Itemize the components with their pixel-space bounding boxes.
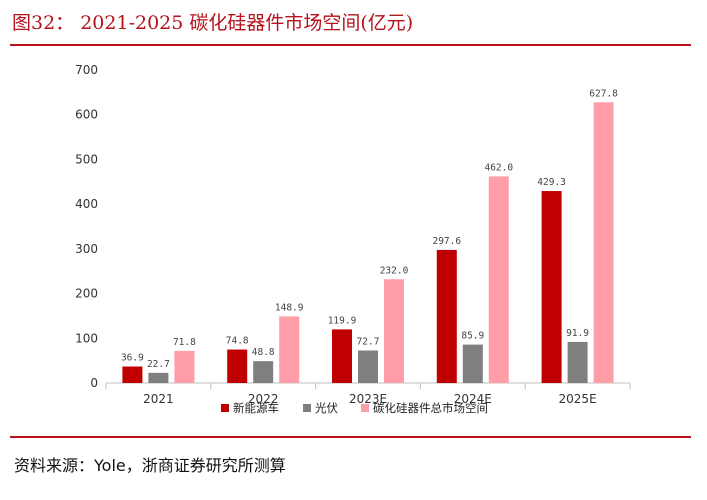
y-tick-label: 0 [90,376,98,390]
bar [462,344,483,383]
bar [253,361,274,383]
bar [227,349,248,383]
x-tick-label: 2021 [143,392,174,406]
data-label: 22.7 [147,359,170,370]
data-label: 72.7 [357,336,380,347]
data-label: 74.8 [226,336,249,347]
y-tick-label: 400 [75,197,98,211]
legend-swatch [221,404,229,412]
x-tick-label: 2022 [248,392,279,406]
bar [488,176,509,383]
bar [358,350,378,383]
y-tick-label: 500 [75,152,98,166]
y-tick-label: 700 [75,63,98,77]
data-label: 627.8 [589,88,618,99]
bar [593,102,614,383]
x-tick-label: 2023E [349,392,387,406]
source-divider [10,436,691,438]
legend-swatch [361,404,369,412]
legend-label: 光伏 [315,401,338,415]
legend-label: 新能源车 [233,401,279,415]
y-tick-label: 100 [75,331,98,345]
data-label: 232.0 [380,265,409,276]
bar [174,350,195,383]
legend-swatch [303,404,311,412]
bar [567,341,588,383]
title-divider [10,44,691,46]
data-label: 429.3 [537,177,566,188]
bar [332,329,352,383]
x-tick-label: 2025E [559,392,597,406]
x-tick-label: 2024E [454,392,492,406]
data-label: 148.9 [275,302,304,313]
bar [148,372,169,383]
data-label: 71.8 [173,337,196,348]
y-tick-label: 300 [75,242,98,256]
y-tick-label: 600 [75,108,98,122]
bar [541,191,562,383]
data-label: 85.9 [461,331,484,342]
bar [384,279,404,383]
figure-title: 图32： 2021-2025 碳化硅器件市场空间(亿元) [12,12,414,34]
legend-label: 碳化硅器件总市场空间 [373,401,488,415]
bar-chart: 0 100 200 300 400 500 600 700 2021 36.922.771.8 20… [75,63,631,415]
bar [436,249,457,383]
data-label: 297.6 [432,236,461,247]
bar [279,316,300,383]
data-label: 48.8 [252,347,275,358]
data-label: 91.9 [566,328,589,339]
y-tick-label: 200 [75,287,98,301]
data-label: 462.0 [484,162,513,173]
data-label: 119.9 [328,315,357,326]
source-note: 资料来源：Yole，浙商证券研究所测算 [14,456,286,475]
bar [122,366,143,383]
data-label: 36.9 [121,353,144,364]
